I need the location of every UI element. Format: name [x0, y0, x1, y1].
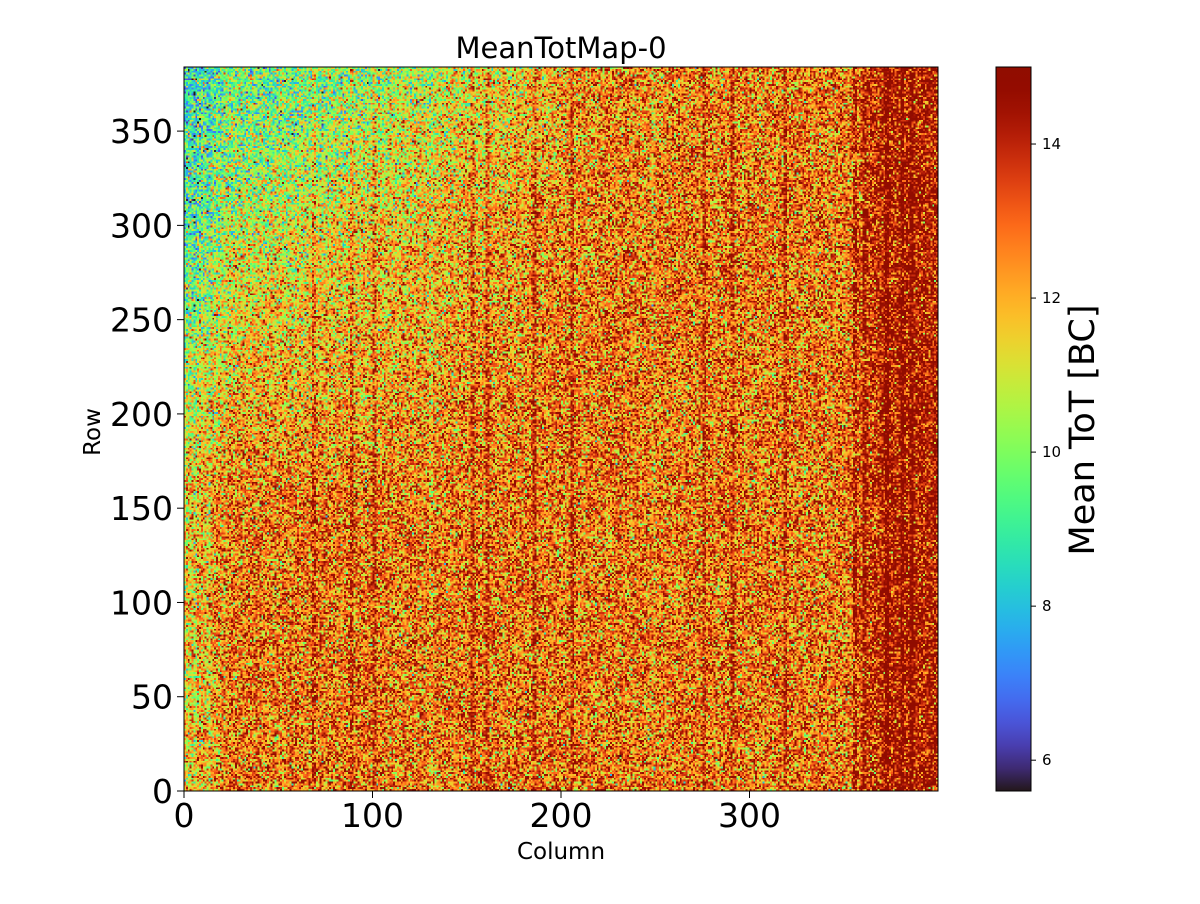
- x-tick-label: 0: [174, 796, 195, 835]
- chart-title: MeanTotMap-0: [455, 31, 666, 65]
- y-tick-label: 100: [110, 583, 173, 622]
- y-tick-label: 300: [110, 206, 173, 245]
- colorbar-tick-label: 10: [1042, 443, 1061, 461]
- colorbar-tick-label: 6: [1042, 751, 1052, 769]
- x-axis-label: Column: [517, 839, 605, 865]
- x-tick-label: 300: [718, 796, 781, 835]
- colorbar-tick-label: 8: [1042, 597, 1052, 615]
- colorbar-label: Mean ToT [BC]: [1063, 305, 1103, 556]
- x-axis: 0 100 200 300: [174, 791, 781, 835]
- colorbar-tick-label: 14: [1042, 135, 1061, 153]
- heatmap-cells: [184, 67, 938, 791]
- y-tick-label: 250: [110, 301, 173, 340]
- colorbar: 6 8 10 12 14 Mean ToT [BC]: [995, 66, 1103, 792]
- y-tick-label: 150: [110, 489, 173, 528]
- x-tick-label: 200: [530, 796, 593, 835]
- y-axis-label: Row: [80, 408, 106, 456]
- x-tick-label: 100: [341, 796, 404, 835]
- y-tick-label: 200: [110, 395, 173, 434]
- y-axis: 0 50 100 150 200 250 300 350: [110, 112, 184, 811]
- colorbar-ticks: 6 8 10 12 14: [1031, 135, 1061, 769]
- heatmap-plot-area: [183, 66, 939, 792]
- y-tick-label: 350: [110, 112, 173, 151]
- colorbar-gradient: [995, 66, 1032, 792]
- y-tick-label: 0: [152, 772, 173, 811]
- colorbar-tick-label: 12: [1042, 289, 1061, 307]
- y-tick-label: 50: [131, 678, 173, 717]
